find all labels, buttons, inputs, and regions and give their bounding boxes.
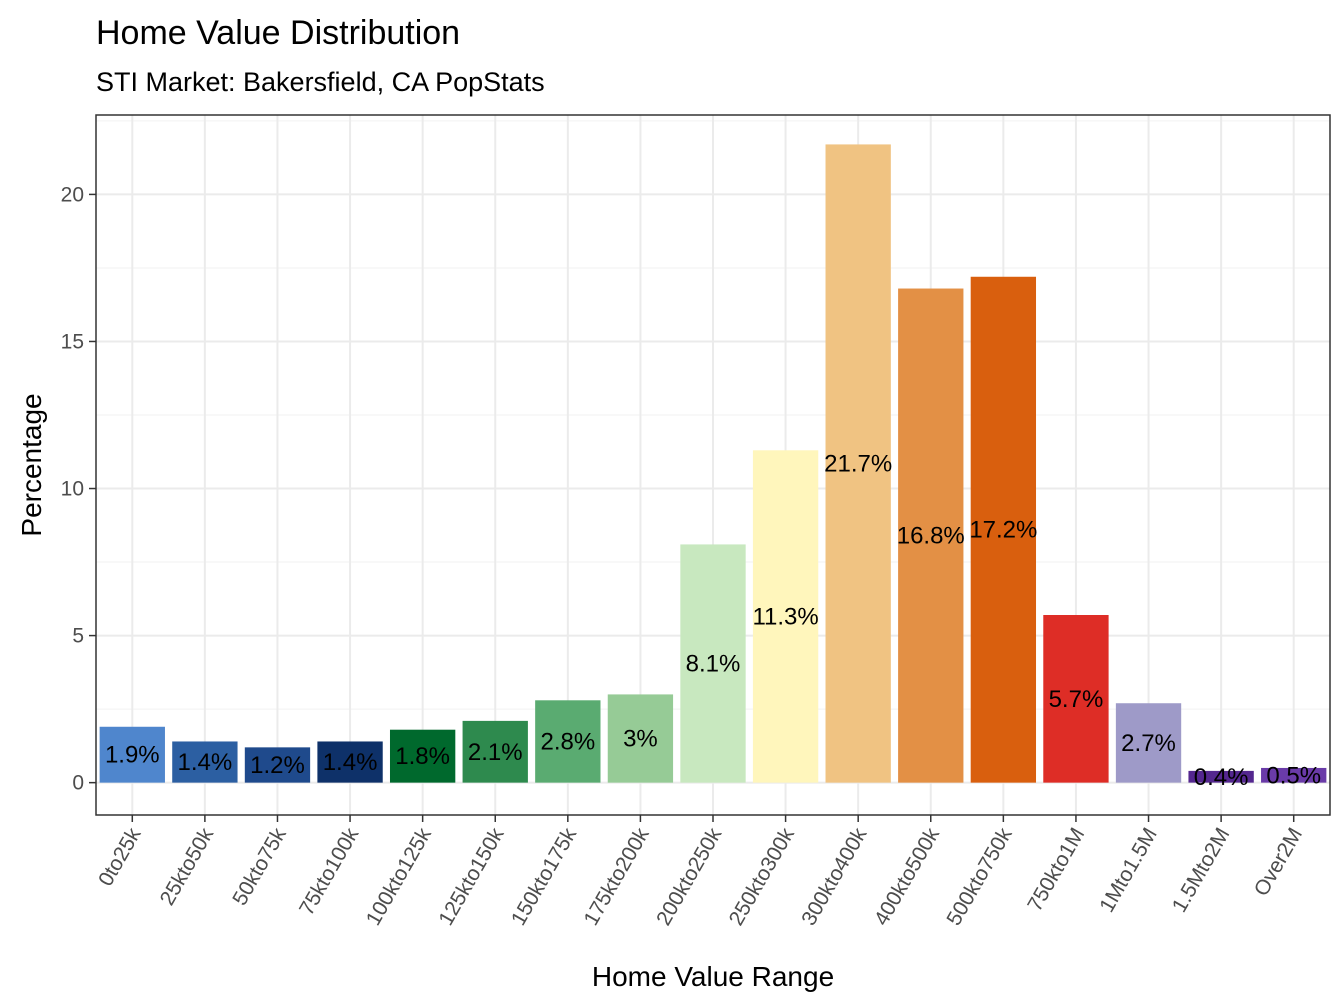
x-tick-label-400kto500k: 400kto500k	[870, 824, 944, 930]
data-label-25kto50k: 1.4%	[178, 749, 233, 776]
bar-175kto200k	[607, 694, 674, 783]
bar-150kto175k	[535, 700, 601, 783]
data-label-400kto500k: 16.8%	[897, 523, 965, 550]
bar-Over2M	[1261, 767, 1327, 783]
x-axis: 0to25k 25kto50k 50kto75k 75kto100k100kto125…	[94, 815, 1307, 930]
y-tick-label: 15	[61, 330, 84, 353]
data-labels: 1.9% 1.4% 1.2% 1.4% 1.8% 2.1% 2.8% 3% 8.1% 11.3% 2…	[105, 451, 1321, 791]
data-label-1Mto1.5M: 2.7%	[1121, 730, 1176, 757]
x-tick-label-200kto250k: 200kto250k	[652, 824, 726, 930]
data-label-75kto100k: 1.4%	[323, 749, 378, 776]
data-label-0to25k: 1.9%	[105, 742, 160, 769]
bar-100kto125k	[389, 729, 456, 783]
x-tick-label-300kto400k: 300kto400k	[797, 824, 871, 930]
y-tick-label: 0	[72, 772, 84, 795]
bar-250kto300k	[752, 450, 819, 783]
bar-750kto1M	[1043, 615, 1109, 783]
bar-1Mto1.5M	[1115, 703, 1182, 783]
data-label-1.5Mto2M: 0.4%	[1194, 764, 1249, 791]
data-label-Over2M: 0.5%	[1266, 762, 1321, 789]
data-label-300kto400k: 21.7%	[824, 451, 892, 478]
bar-300kto400k	[825, 144, 891, 783]
data-label-100kto125k: 1.8%	[395, 743, 450, 770]
bar-400kto500k	[898, 288, 964, 783]
data-label-125kto150k: 2.1%	[468, 739, 523, 766]
x-tick-label-100kto125k: 100kto125k	[362, 824, 436, 930]
data-label-750kto1M: 5.7%	[1049, 686, 1104, 713]
x-tick-label-750kto1M: 750kto1M	[1023, 824, 1089, 915]
data-label-150kto175k: 2.8%	[540, 728, 595, 755]
x-tick-label-150kto175k: 150kto175k	[507, 824, 581, 930]
x-axis-title: Home Value Range	[592, 961, 834, 992]
bar-200kto250k	[680, 544, 746, 783]
x-tick-label-75kto100k: 75kto100k	[295, 824, 364, 920]
x-tick-label-1.5Mto2M: 1.5Mto2M	[1168, 824, 1235, 916]
x-tick-label-Over2M: Over2M	[1250, 824, 1307, 900]
bar-0to25k	[99, 726, 165, 783]
bar-25kto50k	[172, 741, 238, 783]
y-axis: 0 5 10 15 20	[61, 183, 96, 795]
bar-75kto100k	[317, 741, 383, 783]
x-tick-label-0to25k: 0to25k	[94, 824, 146, 891]
x-tick-label-25kto50k: 25kto50k	[156, 824, 219, 910]
bar-1.5Mto2M	[1188, 770, 1254, 783]
x-tick-label-175kto200k: 175kto200k	[580, 824, 654, 930]
data-label-175kto200k: 3%	[623, 726, 658, 753]
bar-125kto150k	[462, 720, 528, 783]
bar-500kto750k	[970, 276, 1037, 783]
bar-50kto75k	[244, 747, 311, 783]
chart-title: Home Value Distribution	[96, 14, 460, 52]
chart-subtitle: STI Market: Bakersfield, CA PopStats	[96, 67, 545, 97]
data-label-50kto75k: 1.2%	[250, 752, 305, 779]
x-tick-label-250kto300k: 250kto300k	[725, 824, 799, 930]
y-tick-label: 10	[61, 478, 84, 501]
y-tick-label: 20	[61, 183, 84, 206]
x-tick-label-500kto750k: 500kto750k	[942, 824, 1016, 930]
x-tick-label-125kto150k: 125kto150k	[434, 824, 508, 930]
x-tick-label-50kto75k: 50kto75k	[228, 824, 291, 910]
x-tick-label-1Mto1.5M: 1Mto1.5M	[1095, 824, 1162, 916]
bars	[99, 144, 1327, 783]
data-label-200kto250k: 8.1%	[686, 651, 741, 678]
data-label-250kto300k: 11.3%	[752, 603, 818, 630]
y-axis-title: Percentage	[16, 393, 47, 536]
y-tick-label: 5	[72, 625, 84, 648]
data-label-500kto750k: 17.2%	[969, 517, 1037, 544]
